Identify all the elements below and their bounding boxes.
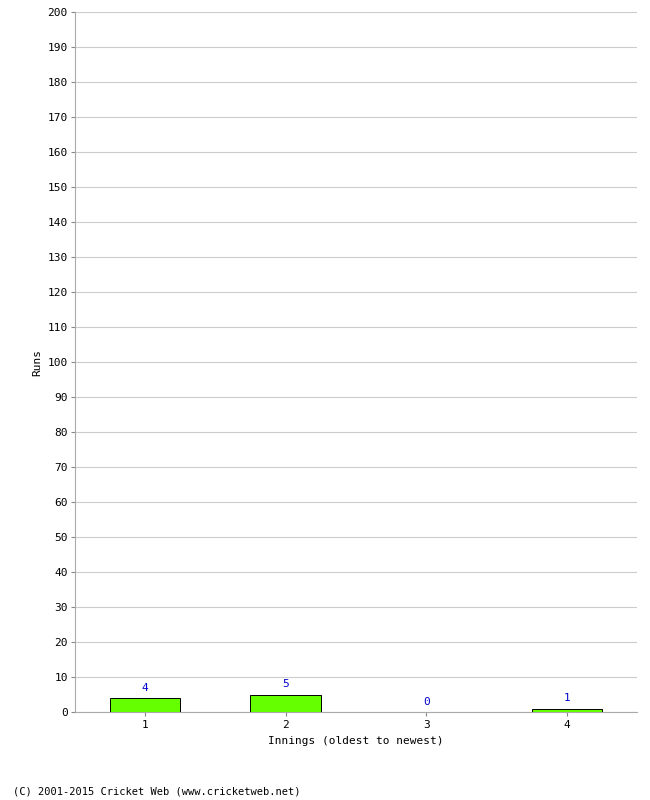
Bar	[532, 709, 602, 712]
Bar	[250, 694, 320, 712]
Bar	[110, 698, 180, 712]
Text: (C) 2001-2015 Cricket Web (www.cricketweb.net): (C) 2001-2015 Cricket Web (www.cricketwe…	[13, 786, 300, 796]
X-axis label: Innings (oldest to newest): Innings (oldest to newest)	[268, 736, 443, 746]
Text: 1: 1	[564, 694, 570, 703]
Text: 0: 0	[422, 697, 430, 706]
Text: 4: 4	[142, 682, 148, 693]
Text: 5: 5	[282, 679, 289, 690]
Y-axis label: Runs: Runs	[32, 349, 42, 375]
